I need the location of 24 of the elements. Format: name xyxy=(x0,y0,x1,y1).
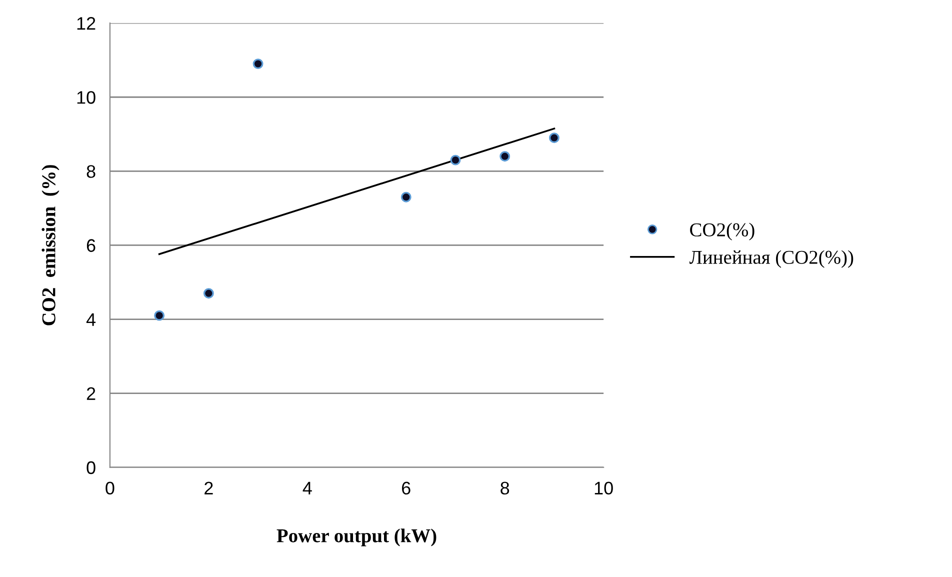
y-axis-title: CO2 emission (%) xyxy=(42,165,60,326)
point xyxy=(450,154,461,166)
x-tick-label: 8 xyxy=(500,482,510,495)
point xyxy=(252,58,264,70)
legend-label: Линейная (CO2(%)) xyxy=(689,250,854,268)
x-tick-label: 6 xyxy=(402,482,410,495)
y-tick-label: 4 xyxy=(86,313,96,326)
legend-label: CO2(%) xyxy=(690,222,754,240)
x-tick-label: 0 xyxy=(106,482,114,495)
y-tick-label: 2 xyxy=(86,387,96,400)
y-tick-label: 12 xyxy=(77,17,96,30)
x-axis-title: Power output (kW) xyxy=(276,528,436,546)
x-tick-label: 2 xyxy=(204,482,213,494)
point xyxy=(548,132,560,144)
point xyxy=(203,288,214,299)
y-tick-label: 8 xyxy=(86,165,96,178)
point xyxy=(400,192,412,202)
y-tick-label: 0 xyxy=(86,461,96,474)
x-tick-label: 10 xyxy=(594,482,613,495)
point xyxy=(154,310,165,321)
point xyxy=(500,151,510,162)
x-tick-label: 4 xyxy=(302,482,312,494)
y-tick-label: 10 xyxy=(77,91,96,104)
y-tick-label: 6 xyxy=(86,239,96,252)
